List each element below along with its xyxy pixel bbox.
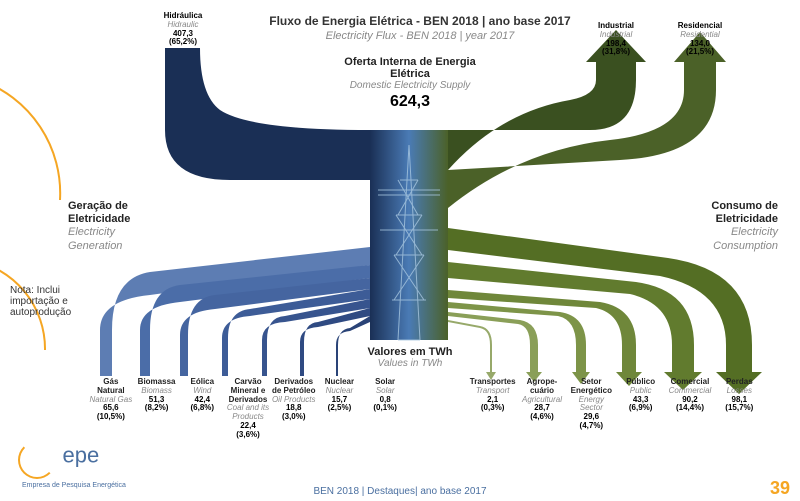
page-number: 39: [770, 478, 790, 499]
consumption-label: Consumo de Eletricidade Electricity Cons…: [678, 200, 778, 253]
source-solar: SolarSolar 0,8(0,1%): [362, 378, 408, 440]
source-oil: Derivados de PetróleoOil Products 18,8(3…: [271, 378, 317, 440]
center-supply-label: Oferta Interna de Energia Elétrica Domes…: [330, 56, 490, 111]
sink-public: PúblicoPublic 43,3(6,9%): [616, 378, 665, 431]
sink-labels: TransportesTransport 2,1(0,3%) Agrope-cu…: [468, 378, 764, 431]
sink-transport: TransportesTransport 2,1(0,3%): [468, 378, 517, 431]
generation-label: Geração de Eletricidade Electricity Gene…: [68, 200, 168, 253]
source-wind: EólicaWind 42,4(6,8%): [179, 378, 225, 440]
sink-industrial-label: Industrial Industrial 198,4 (31,8%): [586, 22, 646, 57]
title-pt: Fluxo de Energia Elétrica - BEN 2018 | a…: [260, 14, 580, 28]
source-hydro-label: Hidráulica Hidraulic 407,3 (65,2%): [148, 12, 218, 47]
source-biomass: BiomassaBiomass 51,3(8,2%): [134, 378, 180, 440]
source-gas: Gás NaturalNatural Gas 65,6(10,5%): [88, 378, 134, 440]
source-labels: Gás NaturalNatural Gas 65,6(10,5%) Bioma…: [88, 378, 408, 440]
sink-energy: Setor EnergéticoEnergy Sector 29,6(4,7%): [567, 378, 616, 431]
sink-agro: Agrope-cuárioAgricultural 28,7(4,6%): [517, 378, 566, 431]
source-nuclear: NuclearNuclear 15,7(2,5%): [317, 378, 363, 440]
sink-residential-label: Residencial Residential 134,0 (21,5%): [670, 22, 730, 57]
source-coal: Carvão Mineral e DerivadosCoal and its P…: [225, 378, 271, 440]
logo-epe: epe Empresa de Pesquisa Energética: [22, 441, 126, 489]
sink-commercial: ComercialCommercial 90,2(14,4%): [665, 378, 714, 431]
note: Nota: Inclui importação e autoprodução: [10, 285, 100, 318]
values-label: Valores em TWh Values in TWh: [330, 346, 490, 369]
sink-losses: PerdasLosses 98,1(15,7%): [715, 378, 764, 431]
title-en: Electricity Flux - BEN 2018 | year 2017: [260, 30, 580, 42]
